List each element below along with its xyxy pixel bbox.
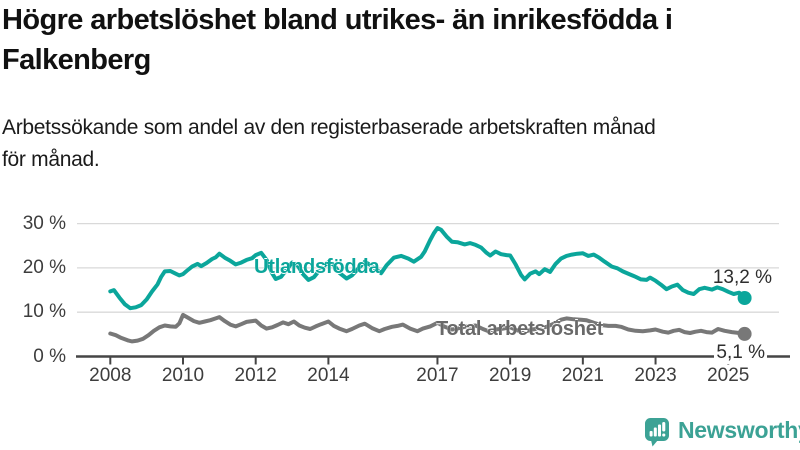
chart-subtitle-line-2: för månad. <box>2 148 100 171</box>
newsworthy-logo: Newsworthy <box>644 416 800 448</box>
series-label-total-arbetsloshet: Total arbetslöshet <box>436 318 604 340</box>
x-tick-label: 2023 <box>634 365 677 386</box>
page-title: Högre arbetslöshet bland utrikes- än inr… <box>2 0 673 80</box>
x-tick-label: 2019 <box>489 365 532 386</box>
series-line-1 <box>108 312 747 344</box>
end-value-label-utlandsfodda: 13,2 % <box>712 267 772 288</box>
y-tick-label: 20 % <box>22 256 66 278</box>
y-tick-label: 10 % <box>22 301 66 323</box>
x-tick-label: 2021 <box>561 365 604 386</box>
series-line-0 <box>108 226 747 311</box>
x-tick-label: 2008 <box>89 365 132 386</box>
x-tick-label: 2017 <box>416 365 459 386</box>
series-end-dot-0 <box>737 291 752 305</box>
page-title-line-1: Högre arbetslöshet bland utrikes- än inr… <box>2 4 673 36</box>
page-title-line-2: Falkenberg <box>2 44 151 76</box>
newsworthy-wordmark: Newsworthy <box>678 417 800 443</box>
y-tick-label: 30 % <box>22 212 66 234</box>
chart-subtitle: Arbetssökande som andel av den registerb… <box>2 112 656 176</box>
y-tick-label: 0 % <box>33 345 66 367</box>
x-tick-label: 2025 <box>707 365 750 386</box>
newsworthy-icon <box>645 418 669 447</box>
end-value-label-total: 5,1 % <box>714 342 767 364</box>
x-tick-label: 2014 <box>307 365 350 386</box>
chart-subtitle-line-1: Arbetssökande som andel av den registerb… <box>2 116 656 139</box>
series-label-utlandsfodda: Utlandsfödda <box>254 256 380 278</box>
x-tick-label: 2010 <box>161 365 205 386</box>
x-tick-label: 2012 <box>234 365 277 386</box>
series-end-dot-1 <box>737 326 752 341</box>
